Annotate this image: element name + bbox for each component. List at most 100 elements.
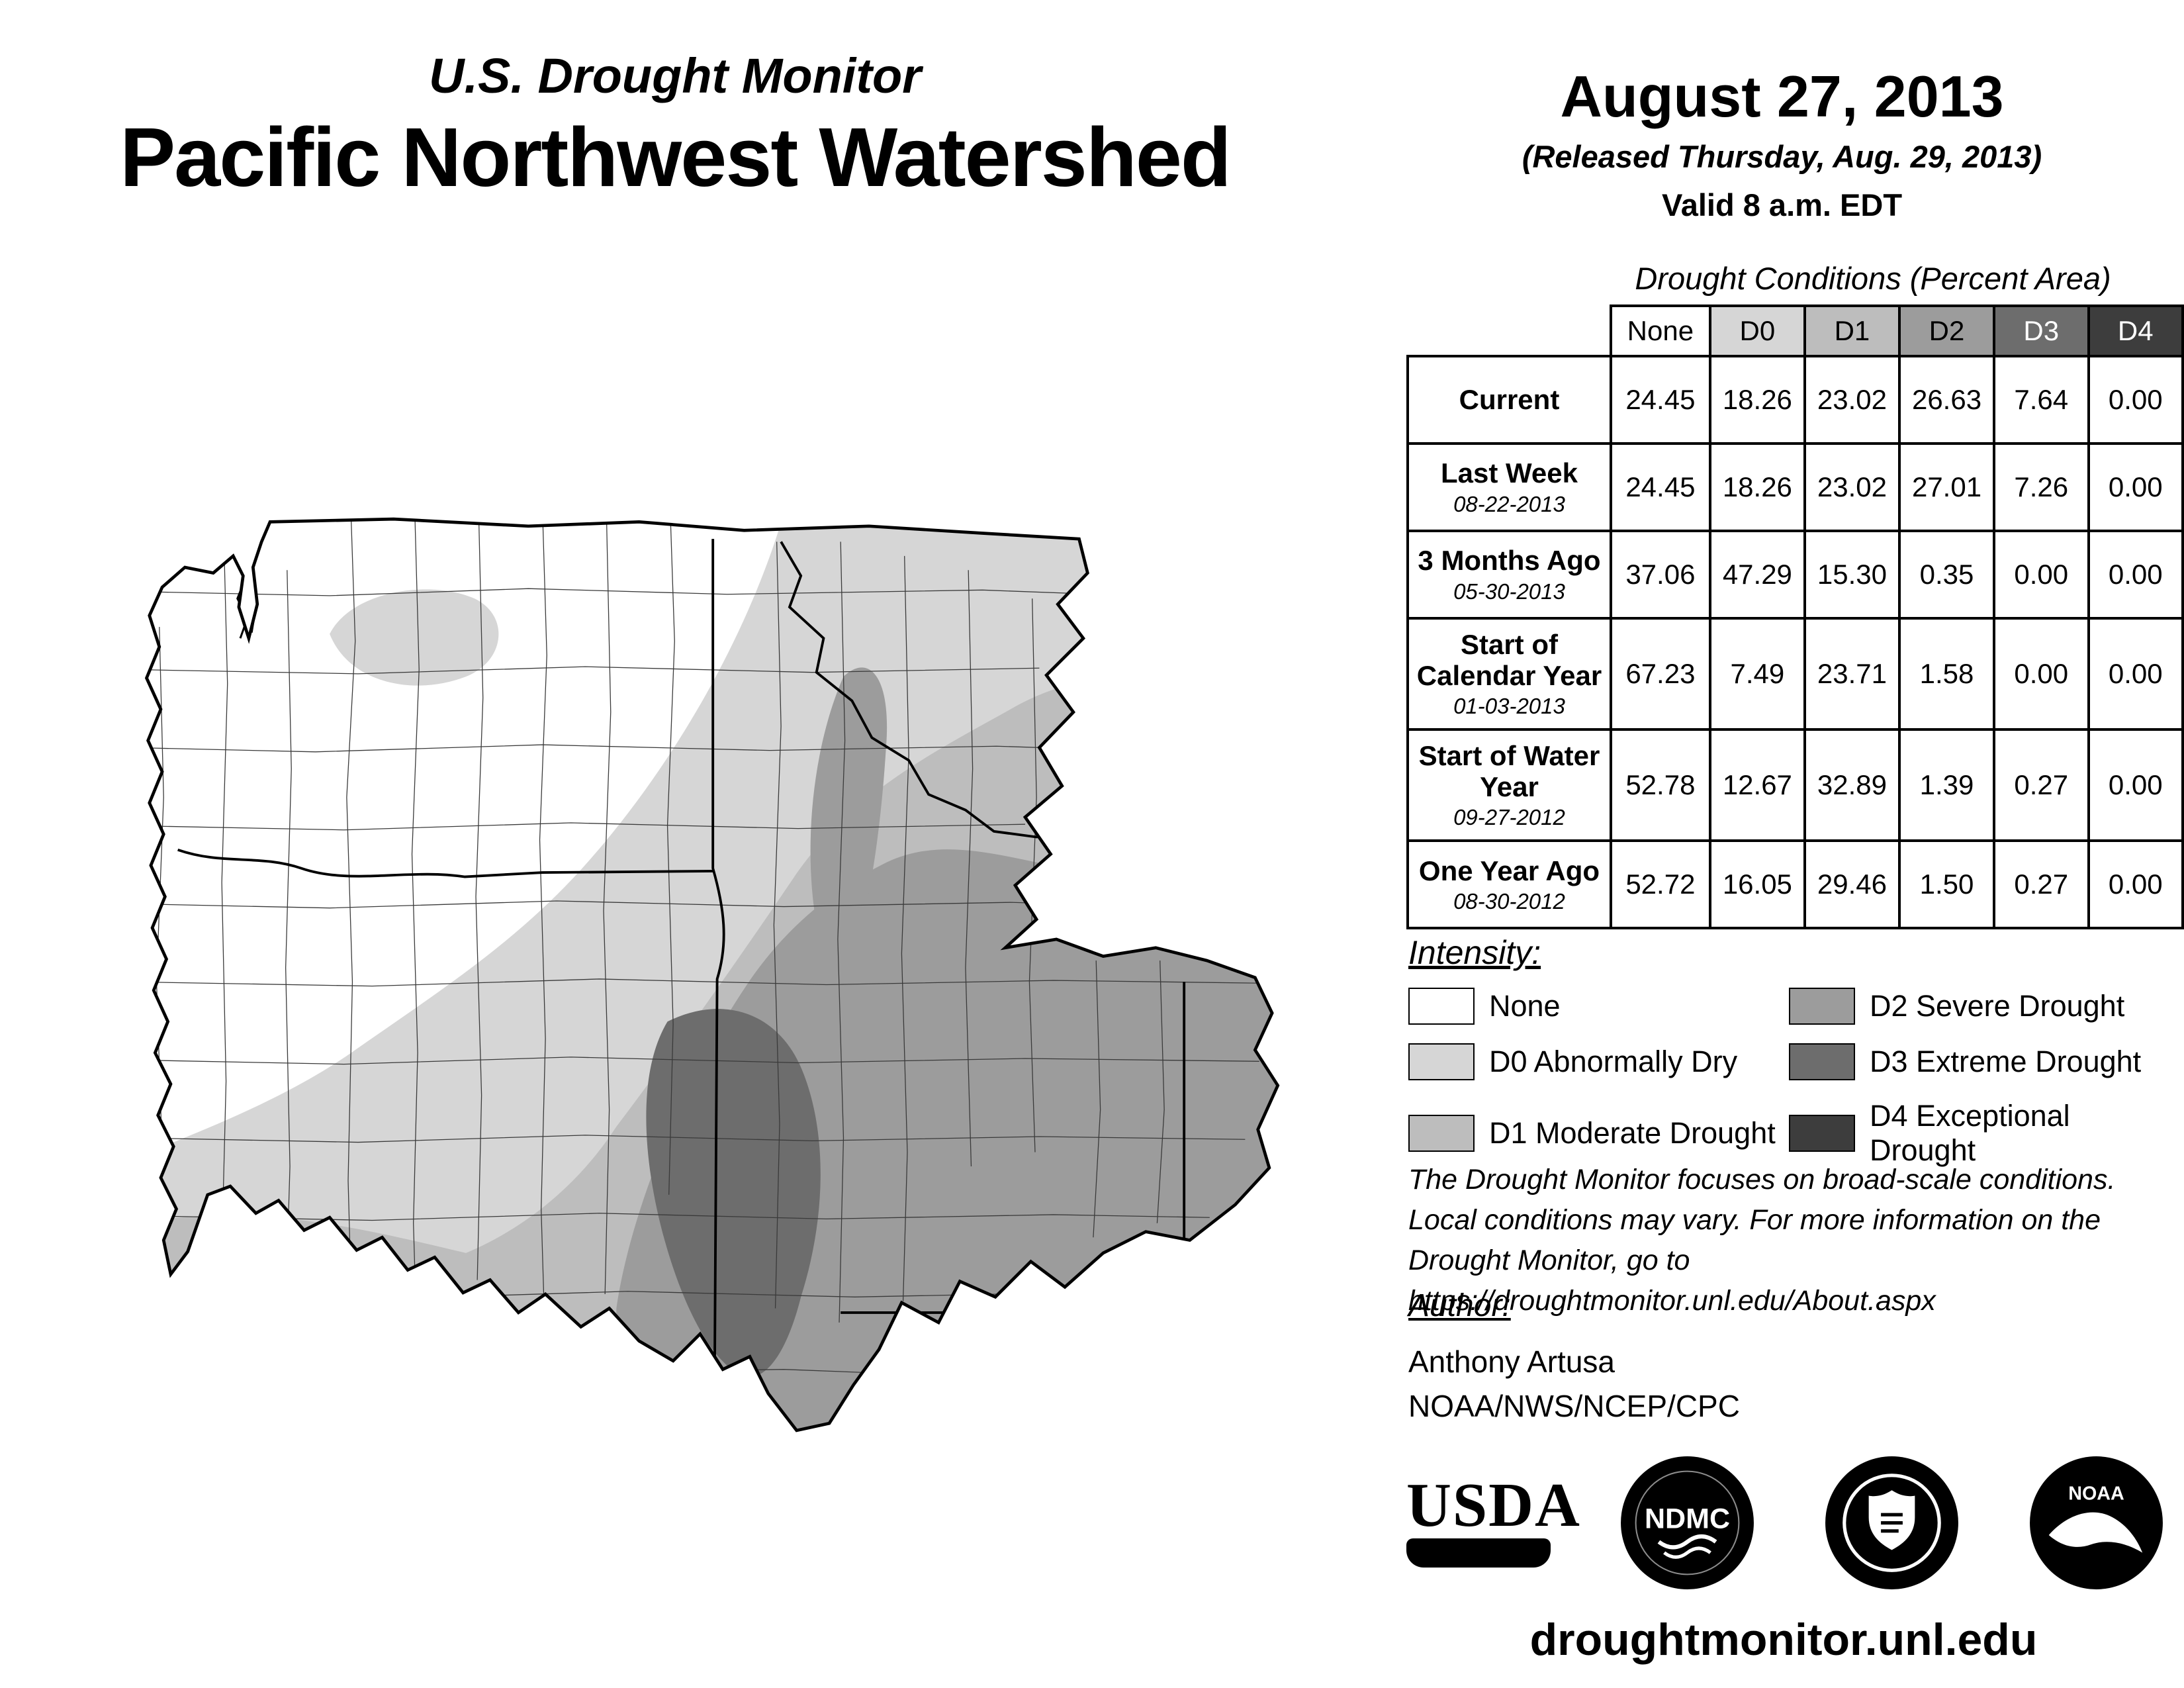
col-header-d4: D4: [2087, 305, 2184, 357]
watershed-outline: [144, 517, 1280, 1432]
table-header-row: None D0 D1 D2 D3 D4: [1408, 305, 2184, 357]
value-cell: 0.00: [2087, 616, 2184, 731]
author-heading: Author:: [1408, 1288, 1511, 1323]
department-of-commerce-seal: [1825, 1456, 1958, 1589]
report-series-title: U.S. Drought Monitor: [429, 48, 921, 103]
legend-swatch-d4: [1789, 1115, 1855, 1152]
noaa-logo-text: NOAA: [2068, 1483, 2124, 1504]
legend-label: D3 Extreme Drought: [1870, 1045, 2142, 1078]
ndmc-logo-text: NDMC: [1645, 1503, 1730, 1534]
table-caption: Drought Conditions (Percent Area): [1635, 261, 2111, 296]
value-cell: 67.23: [1609, 616, 1711, 731]
value-cell: 0.00: [1993, 530, 2090, 620]
legend-label: D1 Moderate Drought: [1489, 1116, 1776, 1150]
value-cell: 24.45: [1609, 442, 1711, 532]
row-date: 08-30-2012: [1453, 888, 1565, 914]
value-cell: 12.67: [1708, 728, 1806, 843]
row-date: 01-03-2013: [1453, 694, 1565, 719]
legend-label: D2 Severe Drought: [1870, 989, 2125, 1023]
legend-item-d3: D3 Extreme Drought: [1789, 1043, 2169, 1080]
author-block: Author: Anthony Artusa NOAA/NWS/NCEP/CPC: [1408, 1288, 1740, 1428]
value-cell: 0.35: [1897, 530, 1996, 620]
disclaimer-line: The Drought Monitor focuses on broad-sca…: [1408, 1164, 2116, 1196]
footer-url: droughtmonitor.unl.edu: [1529, 1615, 2038, 1665]
value-cell: 0.00: [2087, 442, 2184, 532]
value-cell: 15.30: [1803, 530, 1901, 620]
drought-conditions-table: None D0 D1 D2 D3 D4 Current 24.45 18.26 …: [1406, 305, 2184, 930]
value-cell: 0.27: [1993, 839, 2090, 930]
value-cell: 0.00: [1993, 616, 2090, 731]
value-cell: 7.26: [1993, 442, 2090, 532]
value-cell: 0.00: [2087, 728, 2184, 843]
table-row-current: Current 24.45 18.26 23.02 26.63 7.64 0.0…: [1406, 355, 2184, 445]
intensity-legend: None D2 Severe Drought D0 Abnormally Dry…: [1408, 988, 2169, 1168]
value-cell: 7.64: [1993, 355, 2090, 445]
ndmc-logo: NDMC: [1621, 1456, 1754, 1589]
commerce-eagle-shield-icon: [1868, 1489, 1915, 1550]
legend-item-none: None: [1408, 988, 1789, 1025]
col-header-none: None: [1609, 305, 1711, 357]
col-header-d2: D2: [1897, 305, 1996, 357]
legend-swatch-d0: [1408, 1043, 1475, 1080]
row-label: Current: [1459, 384, 1560, 416]
value-cell: 52.78: [1609, 728, 1711, 843]
value-cell: 26.63: [1897, 355, 1996, 445]
author-name: Anthony Artusa: [1408, 1344, 1615, 1379]
value-cell: 29.46: [1803, 839, 1901, 930]
logo-row: USDA NDMC NOAA: [1406, 1453, 2164, 1592]
usda-logo-text: USDA: [1406, 1470, 1581, 1540]
value-cell: 7.49: [1708, 616, 1806, 731]
author-org: NOAA/NWS/NCEP/CPC: [1408, 1388, 1740, 1423]
value-cell: 1.50: [1897, 839, 1996, 930]
value-cell: 23.71: [1803, 616, 1901, 731]
usda-logo: USDA: [1406, 1470, 1581, 1568]
row-label: One Year Ago: [1418, 855, 1600, 886]
value-cell: 0.27: [1993, 728, 2090, 843]
value-cell: 23.02: [1803, 355, 1901, 445]
col-header-d3: D3: [1993, 305, 2090, 357]
legend-label: D4 Exceptional Drought: [1870, 1099, 2070, 1167]
disclaimer-line: Drought Monitor, go to https://droughtmo…: [1408, 1244, 1936, 1317]
valid-time: Valid 8 a.m. EDT: [1661, 187, 1903, 222]
legend-item-d0: D0 Abnormally Dry: [1408, 1043, 1789, 1080]
title-block: U.S. Drought Monitor Pacific Northwest W…: [53, 48, 1297, 205]
value-cell: 0.00: [2087, 355, 2184, 445]
legend-swatch-d1: [1408, 1115, 1475, 1152]
value-cell: 47.29: [1708, 530, 1806, 620]
region-d0-patch: [330, 589, 499, 686]
value-cell: 0.00: [2087, 839, 2184, 930]
value-cell: 37.06: [1609, 530, 1711, 620]
col-header-d0: D0: [1708, 305, 1806, 357]
legend-swatch-d3: [1789, 1043, 1855, 1080]
usda-logo-swoosh: [1406, 1538, 1551, 1568]
table-row-start-water-year: Start of Water Year 09-27-2012 52.78 12.…: [1406, 728, 2184, 843]
table-row-3-months-ago: 3 Months Ago 05-30-2013 37.06 47.29 15.3…: [1406, 530, 2184, 620]
wa-or-border: [177, 848, 713, 878]
region-d2-tongue: [810, 667, 887, 961]
table-row-one-year-ago: One Year Ago 08-30-2012 52.72 16.05 29.4…: [1406, 839, 2184, 930]
date-block: August 27, 2013 (Released Thursday, Aug.…: [1403, 63, 2161, 223]
legend-label: D0 Abnormally Dry: [1489, 1045, 1738, 1078]
row-label: 3 Months Ago: [1418, 545, 1601, 577]
wa-id-or-id-border: [711, 539, 725, 1429]
legend-item-d2: D2 Severe Drought: [1789, 988, 2169, 1025]
report-date: August 27, 2013: [1560, 64, 2004, 129]
value-cell: 1.58: [1897, 616, 1996, 731]
drought-map-svg: [144, 517, 1280, 1432]
table-row-last-week: Last Week 08-22-2013 24.45 18.26 23.02 2…: [1406, 442, 2184, 532]
intensity-heading: Intensity:: [1408, 934, 1541, 971]
value-cell: 16.05: [1708, 839, 1806, 930]
value-cell: 1.39: [1897, 728, 1996, 843]
row-label: Start of Calendar Year: [1416, 629, 1602, 692]
legend-swatch-d2: [1789, 988, 1855, 1025]
value-cell: 18.26: [1708, 442, 1806, 532]
drought-map: [103, 513, 1281, 1436]
value-cell: 52.72: [1609, 839, 1711, 930]
value-cell: 18.26: [1708, 355, 1806, 445]
value-cell: 32.89: [1803, 728, 1901, 843]
page-title: Pacific Northwest Watershed: [120, 111, 1232, 204]
row-date: 05-30-2013: [1453, 579, 1565, 604]
legend-item-d1: D1 Moderate Drought: [1408, 1099, 1789, 1168]
col-header-d1: D1: [1803, 305, 1901, 357]
table-row-start-calendar-year: Start of Calendar Year 01-03-2013 67.23 …: [1406, 616, 2184, 731]
